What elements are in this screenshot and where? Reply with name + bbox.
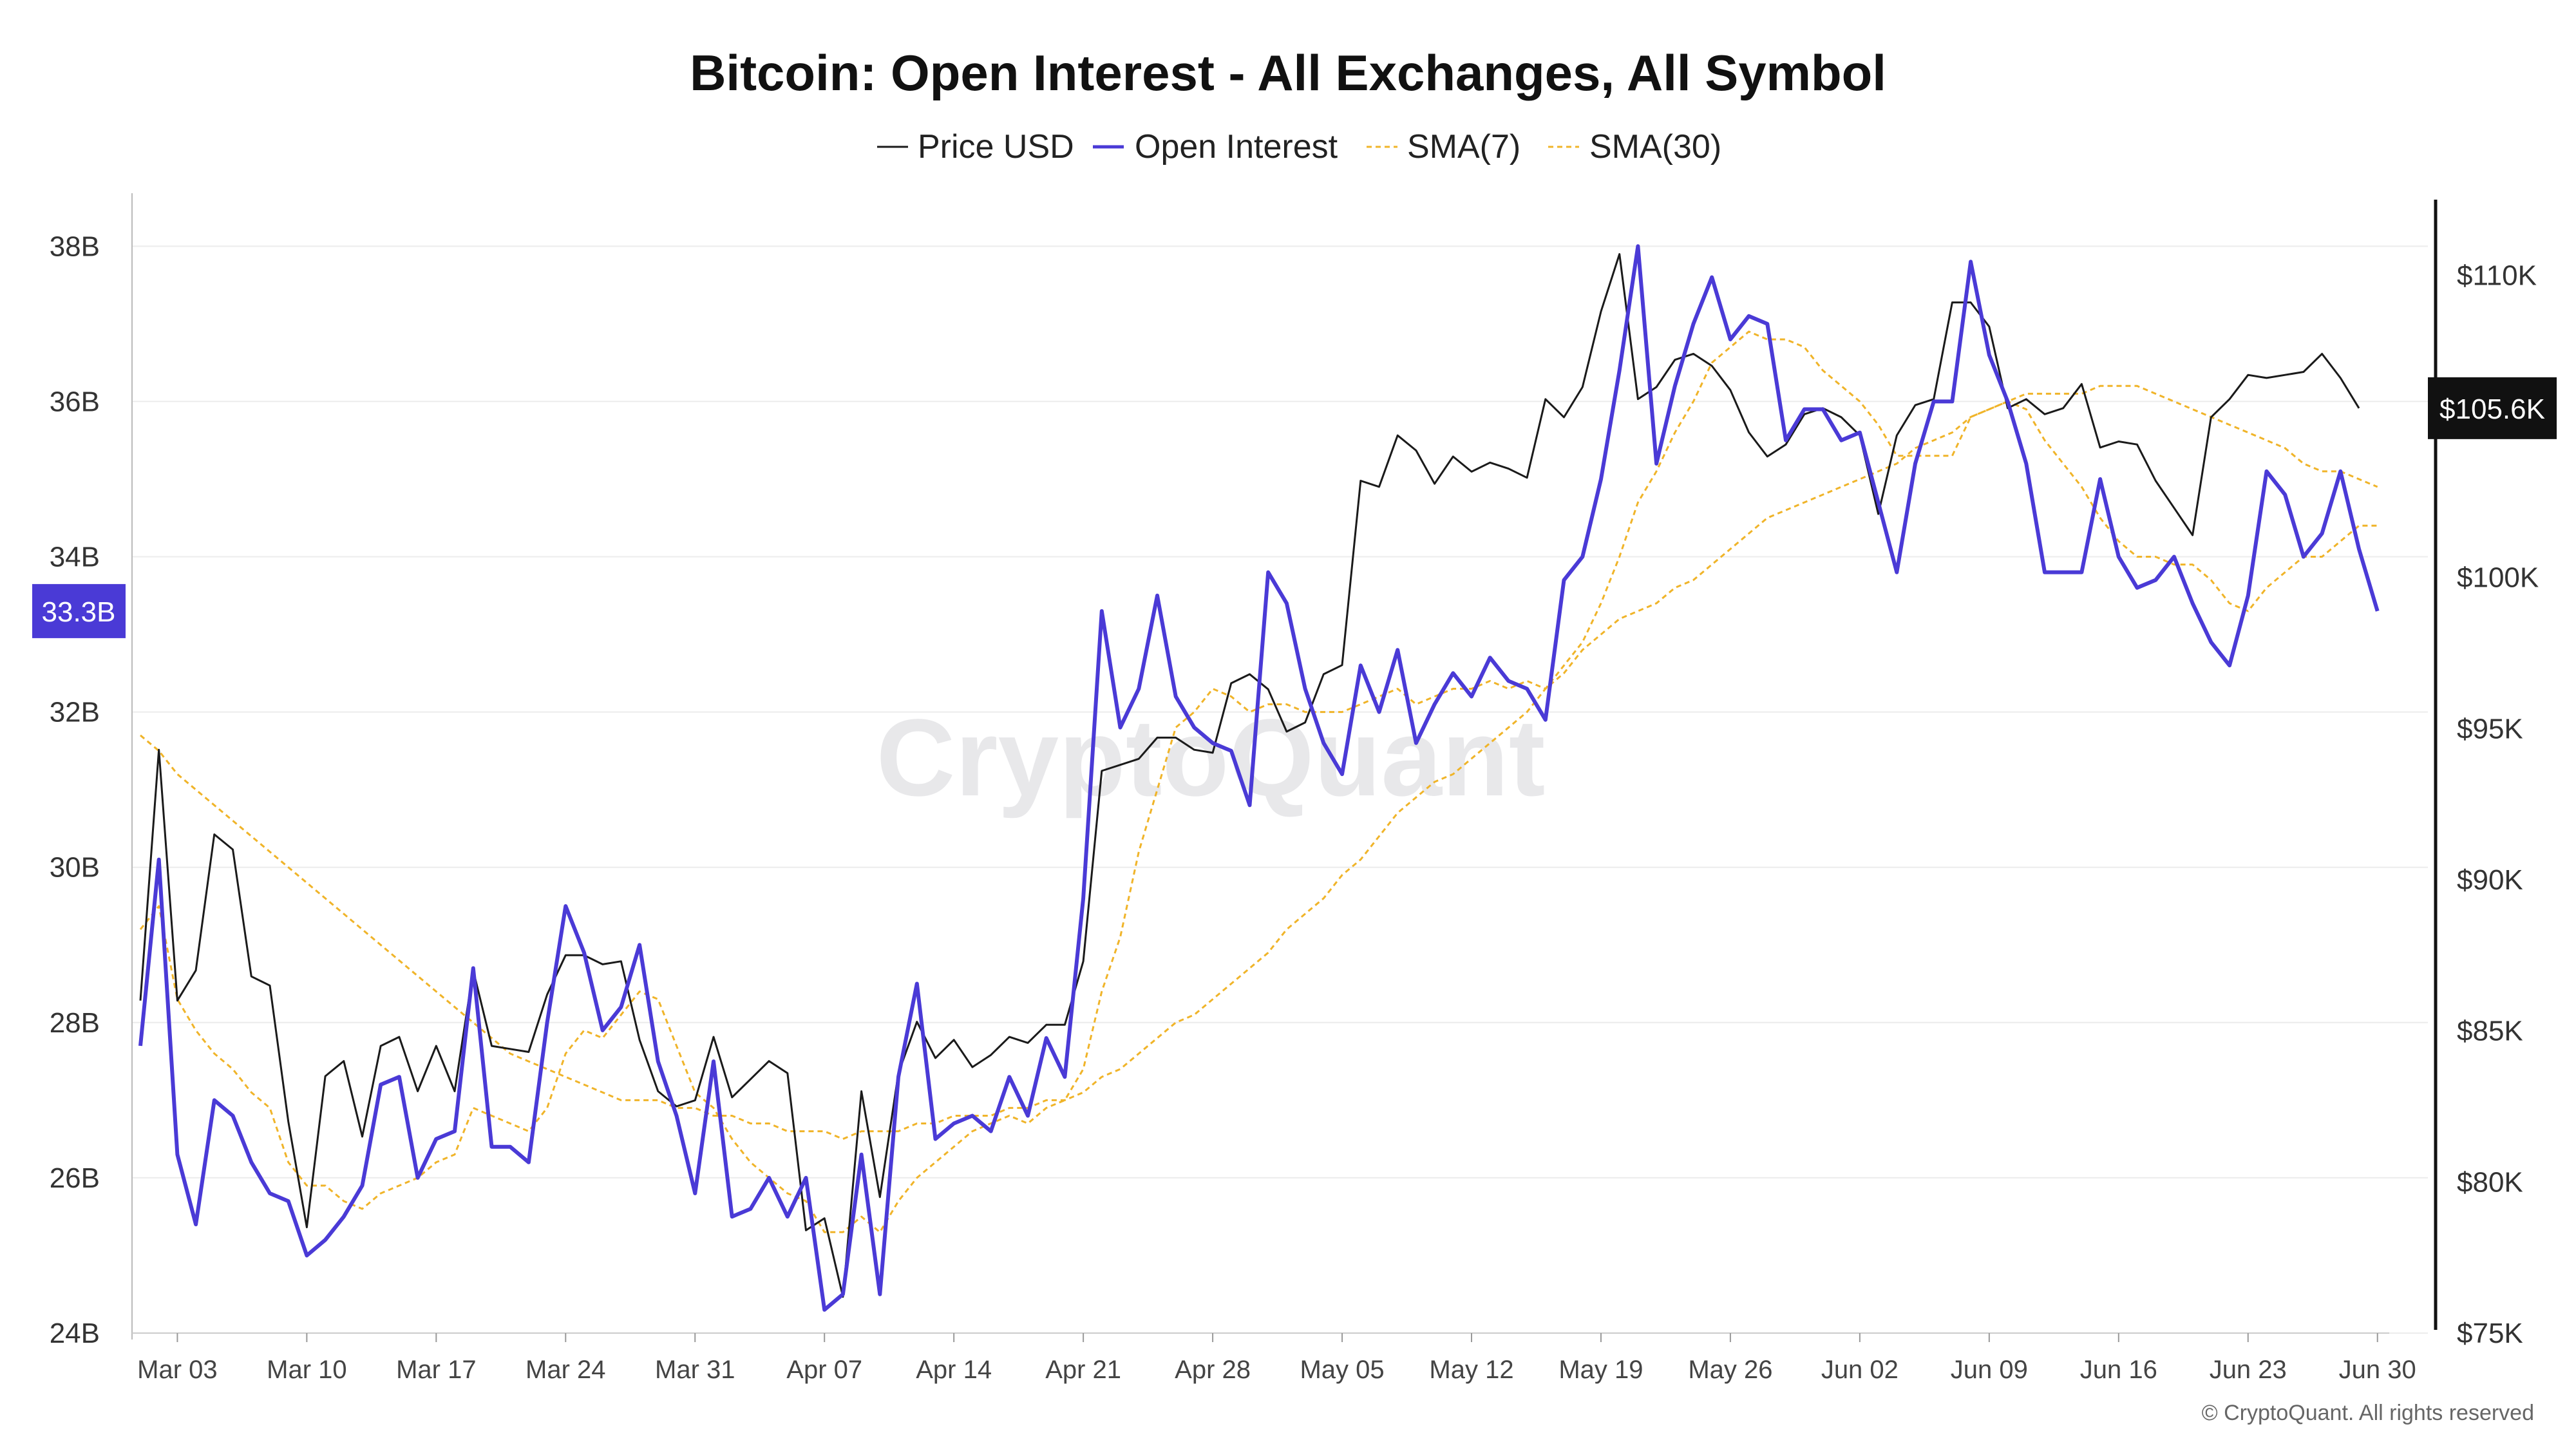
legend-label: SMA(30) (1589, 128, 1721, 166)
y-right-tick-label: $110K (2457, 260, 2537, 291)
y-right-tick-label: $100K (2457, 562, 2539, 594)
y-left-tick-label: 28B (50, 1007, 100, 1039)
watermark: CryptoQuant (876, 697, 1546, 819)
series-group (138, 244, 2380, 1312)
y-left-tick-label: 30B (50, 852, 100, 884)
legend: Price USD Open Interest SMA(7) SMA(30) (877, 128, 1721, 166)
y-left-tick-label: 34B (50, 542, 100, 573)
y-axis-left: 24B 26B 28B 30B 32B 34B 36B 38B (50, 193, 133, 1349)
y-left-tick-label: 26B (50, 1162, 100, 1194)
x-tick-label: Mar 03 (137, 1356, 218, 1384)
chart-title: Bitcoin: Open Interest - All Exchanges, … (690, 44, 1886, 101)
series-open-interest-line (138, 244, 2380, 1312)
x-axis: Mar 03 Mar 10 Mar 17 Mar 24 Mar 31 Apr 07 Apr … (132, 1332, 2416, 1384)
x-tick-label: Mar 10 (267, 1356, 347, 1384)
x-tick-label: May 05 (1300, 1356, 1384, 1384)
legend-label: SMA(7) (1407, 128, 1520, 166)
x-tick-label: Mar 24 (526, 1356, 606, 1384)
current-open-interest-label: 33.3B (42, 596, 116, 628)
y-left-tick-label: 36B (50, 386, 100, 417)
copyright: © CryptoQuant. All rights reserved (2202, 1401, 2534, 1425)
series-sma30-line (140, 384, 2378, 1141)
x-tick-label: Mar 17 (396, 1356, 477, 1384)
y-left-tick-label: 24B (50, 1318, 100, 1349)
x-tick-label: Apr 21 (1045, 1356, 1121, 1384)
x-tick-label: Apr 07 (786, 1356, 862, 1384)
y-axis-right: $75K$80K$85K$90K$95K$100K$105K$110K (2434, 200, 2539, 1349)
y-right-tick-label: $95K (2457, 713, 2523, 744)
x-tick-label: Mar 31 (655, 1356, 735, 1384)
x-tick-label: Jun 16 (2080, 1356, 2157, 1384)
x-tick-label: Jun 09 (1951, 1356, 2028, 1384)
current-price-label: $105.6K (2439, 393, 2545, 425)
series-price-usd-line (139, 253, 2360, 1298)
y-left-tick-label: 38B (50, 231, 100, 262)
x-tick-label: Apr 28 (1175, 1356, 1251, 1384)
y-right-tick-label: $90K (2457, 864, 2523, 896)
y-right-tick-label: $85K (2457, 1016, 2523, 1047)
x-tick-label: May 19 (1558, 1356, 1643, 1384)
y-left-tick-label: 32B (50, 697, 100, 728)
current-price-badge (2428, 377, 2557, 439)
y-right-tick-label: $80K (2457, 1166, 2523, 1198)
y-right-tick-label: $75K (2457, 1318, 2523, 1349)
legend-label: Price USD (918, 128, 1074, 166)
x-tick-label: May 12 (1429, 1356, 1513, 1384)
x-tick-label: Jun 02 (1821, 1356, 1899, 1384)
x-tick-label: Apr 14 (916, 1356, 992, 1384)
legend-label: Open Interest (1135, 128, 1338, 166)
x-tick-label: Jun 23 (2210, 1356, 2287, 1384)
x-tick-label: Jun 30 (2339, 1356, 2416, 1384)
x-tick-label: May 26 (1688, 1356, 1772, 1384)
current-open-interest-badge (32, 583, 126, 638)
value-badges: 33.3B $105.6K (32, 377, 2557, 638)
